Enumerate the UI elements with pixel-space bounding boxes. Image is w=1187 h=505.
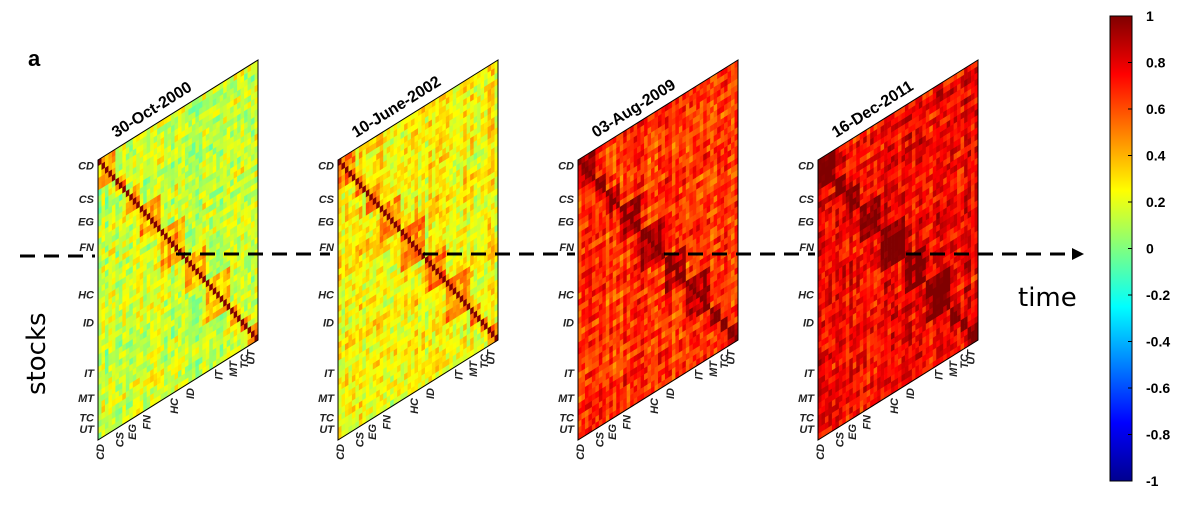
row-sector-tick: HC [78,289,95,301]
row-sector-tick: TC [79,413,95,425]
row-sector-tick: HC [318,289,335,301]
row-sector-tick: EG [318,217,334,229]
row-sector-tick: ID [323,317,334,329]
column-sector-tick: IT [214,369,226,380]
row-sector-tick: MT [78,393,95,405]
time-axis-label: time [1018,283,1077,313]
stocks-axis-label: stocks [22,312,52,395]
heatmap-panel [98,59,259,441]
column-sector-tick: TC [239,353,251,369]
column-sector-tick: HC [169,397,181,414]
column-sector-tick: EG [127,424,139,440]
row-sector-tick: CS [319,194,335,206]
column-sector-tick: CD [95,444,107,460]
row-sector-tick: IT [84,368,95,380]
row-sector-tick: CS [79,194,95,206]
column-sector-tick: FN [382,414,394,430]
row-sector-tick: ID [83,317,94,329]
panel-label: a [28,46,41,71]
column-sector-tick: IT [454,369,466,380]
column-sector-tick: CD [335,444,347,460]
row-sector-tick: CD [78,161,94,173]
column-sector-tick: UT [486,349,498,365]
column-sector-tick: UT [246,349,258,365]
column-sector-tick: HC [409,397,421,414]
column-sector-tick: FN [142,414,154,430]
column-sector-tick: CS [114,431,126,447]
column-sector-tick: ID [185,388,197,399]
row-sector-tick: UT [79,424,95,436]
row-sector-tick: UT [319,424,335,436]
row-sector-tick: CD [318,161,334,173]
column-sector-tick: CS [354,431,366,447]
column-sector-tick: MT [468,360,480,377]
row-sector-tick: IT [324,368,335,380]
heatmap-panel [578,59,739,441]
row-sector-tick: EG [78,217,94,229]
row-sector-tick: FN [319,242,335,254]
heatmap-panel-border [97,59,259,441]
heatmap-panel [338,59,499,441]
column-sector-tick: ID [425,388,437,399]
row-sector-tick: MT [318,393,335,405]
row-sector-tick: TC [319,413,335,425]
row-sector-tick: FN [79,242,95,254]
column-sector-tick: EG [367,424,379,440]
column-sector-tick: MT [228,360,240,377]
